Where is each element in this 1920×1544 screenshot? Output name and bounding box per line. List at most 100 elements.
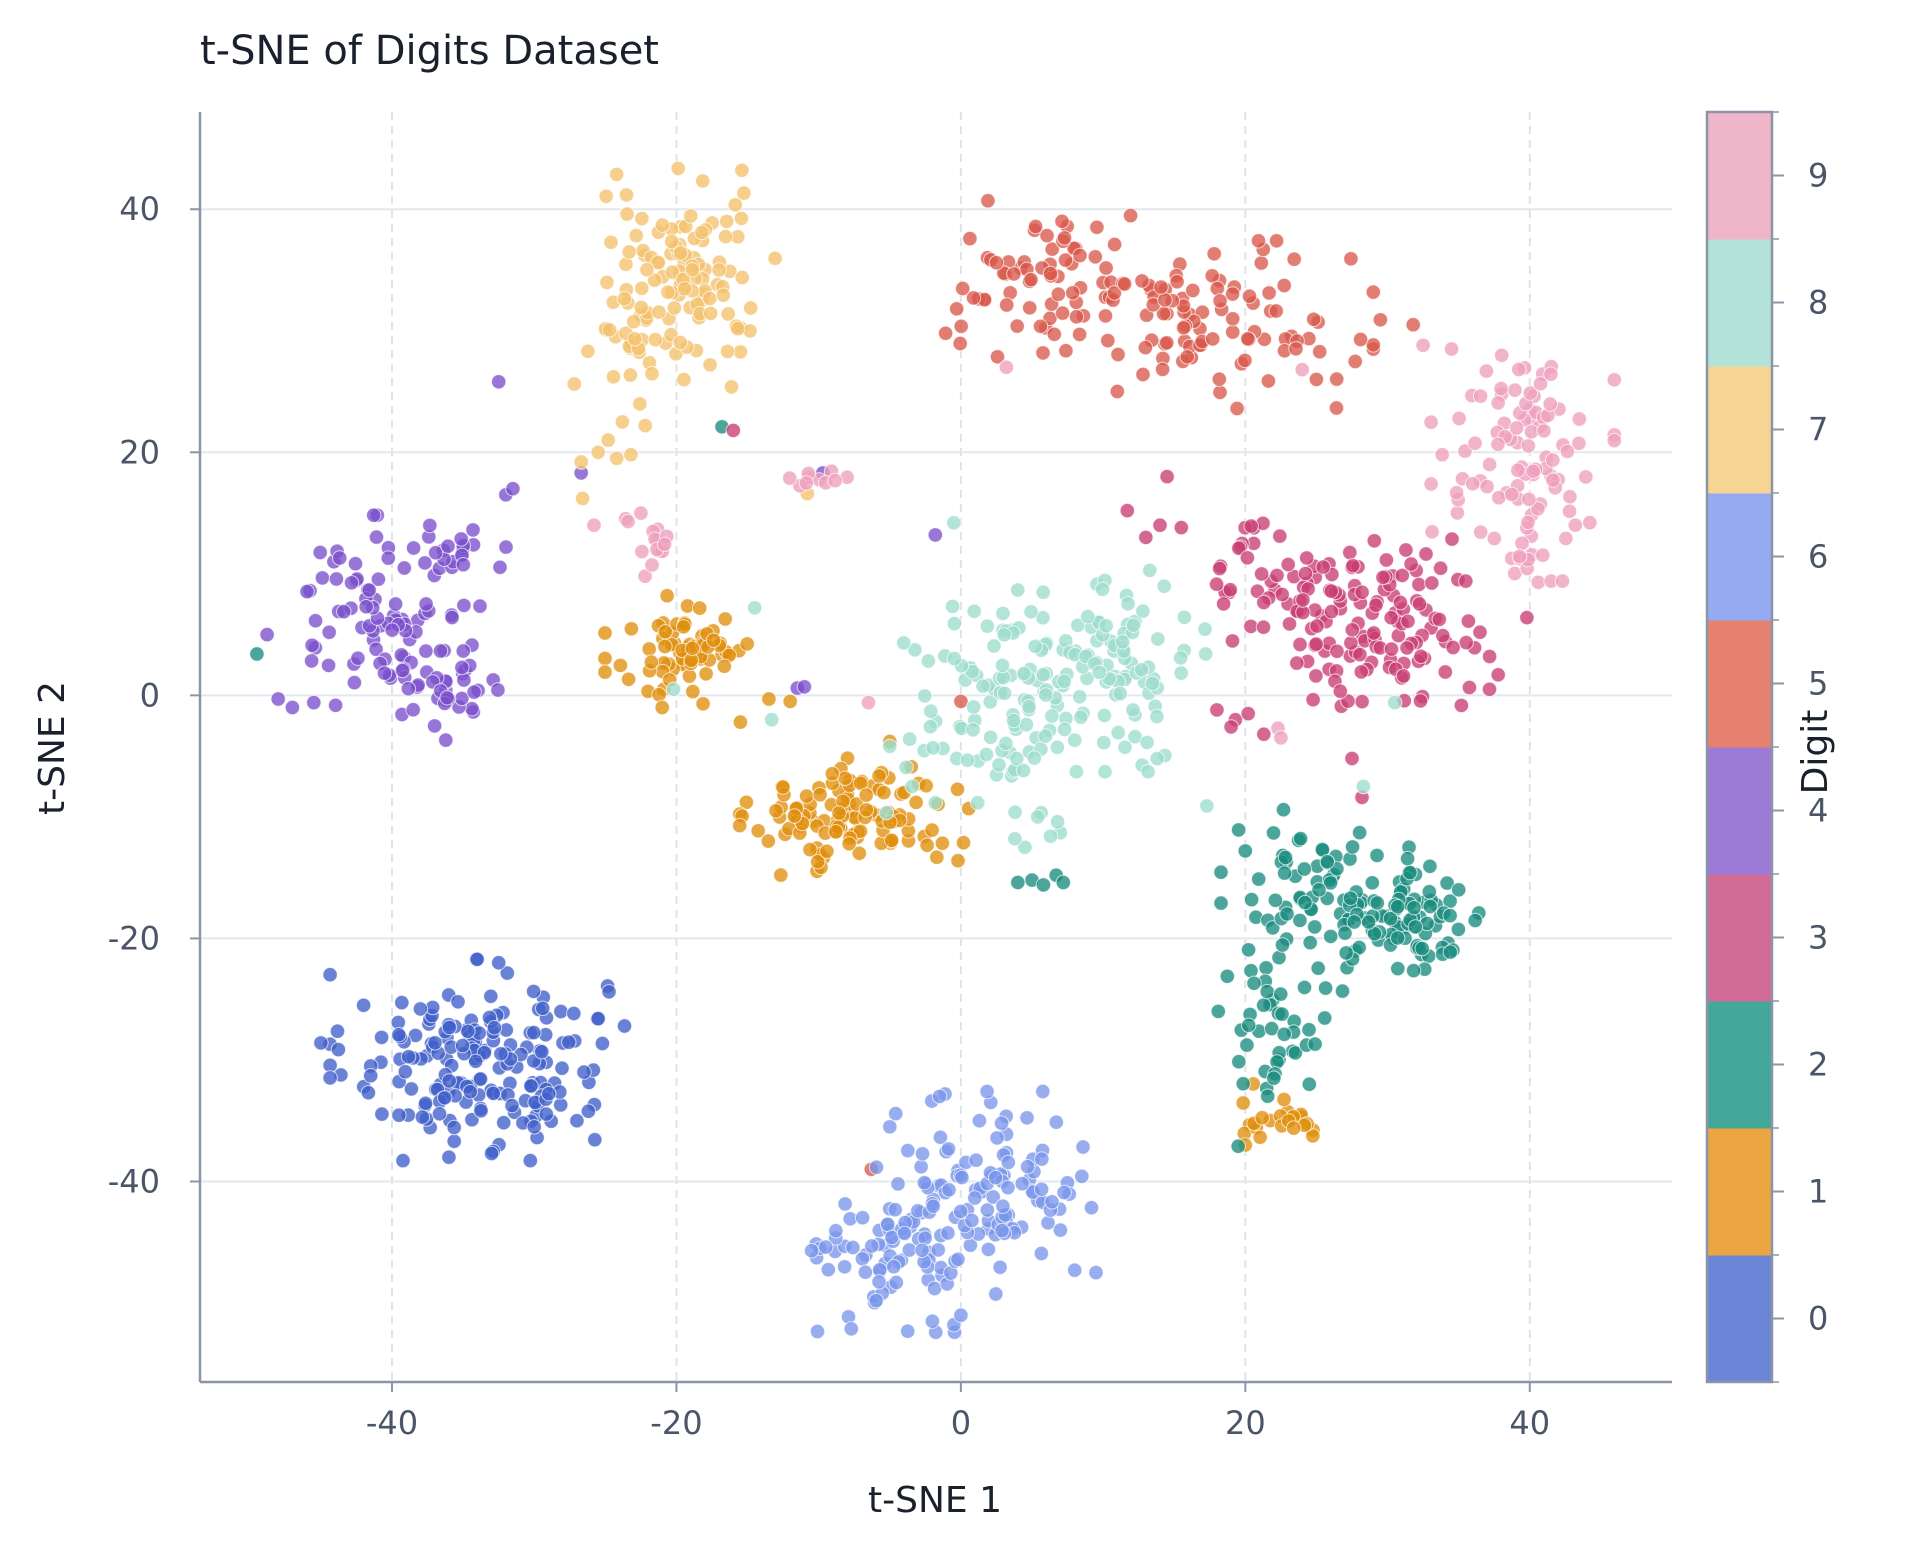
data-point xyxy=(1297,565,1314,582)
data-point xyxy=(1260,373,1277,389)
data-point xyxy=(857,1264,874,1280)
data-point xyxy=(1265,825,1282,841)
data-point xyxy=(1306,311,1322,327)
data-point xyxy=(931,1088,948,1105)
data-point xyxy=(888,1105,904,1122)
colorbar-tick-label: 4 xyxy=(1808,792,1828,830)
data-point xyxy=(888,1274,904,1291)
data-point xyxy=(809,1323,826,1340)
data-point xyxy=(1578,469,1594,485)
data-point xyxy=(1264,1020,1280,1037)
data-point xyxy=(1347,353,1363,370)
data-point xyxy=(1235,1095,1251,1111)
data-point xyxy=(950,853,966,869)
data-point xyxy=(446,1133,462,1150)
data-point xyxy=(695,696,711,712)
data-point xyxy=(1209,702,1225,718)
data-point xyxy=(580,1103,597,1119)
data-point xyxy=(620,513,636,530)
data-point xyxy=(468,1053,484,1070)
data-point xyxy=(1240,331,1256,347)
data-point xyxy=(1267,892,1284,908)
data-point xyxy=(782,470,798,486)
data-point xyxy=(1000,1179,1016,1196)
data-point xyxy=(485,1085,501,1102)
data-point xyxy=(1395,668,1412,684)
data-point xyxy=(1046,326,1063,342)
data-point xyxy=(732,714,749,730)
data-point xyxy=(460,1023,476,1040)
data-point xyxy=(1032,318,1049,334)
data-point xyxy=(1039,227,1055,244)
data-point xyxy=(1098,260,1114,276)
data-point xyxy=(1169,274,1185,290)
data-point xyxy=(396,560,412,576)
data-point xyxy=(623,447,639,463)
data-point xyxy=(924,822,940,838)
data-point xyxy=(991,757,1007,773)
data-point xyxy=(400,1049,417,1065)
data-point xyxy=(1225,324,1241,340)
data-point xyxy=(1323,583,1340,599)
data-point xyxy=(1157,292,1173,308)
data-point xyxy=(860,694,877,711)
data-point xyxy=(1543,366,1559,382)
data-point xyxy=(1319,854,1336,870)
data-point xyxy=(720,306,736,322)
data-point xyxy=(441,1073,457,1089)
data-point xyxy=(1068,309,1085,325)
data-point xyxy=(320,657,337,674)
data-point xyxy=(538,1106,554,1122)
data-point xyxy=(1399,850,1416,867)
data-point xyxy=(523,1078,539,1094)
data-point xyxy=(618,187,635,203)
data-point xyxy=(918,778,934,794)
data-point xyxy=(930,1242,946,1258)
data-point xyxy=(719,343,736,360)
data-point xyxy=(922,719,939,735)
data-point xyxy=(590,444,606,460)
data-point xyxy=(1016,665,1032,682)
data-point xyxy=(490,682,506,698)
data-point xyxy=(566,376,582,392)
data-point xyxy=(1355,778,1372,795)
data-point xyxy=(1411,576,1427,593)
data-point xyxy=(1542,396,1558,412)
data-point xyxy=(437,1090,453,1106)
data-point xyxy=(1251,871,1267,887)
data-point xyxy=(1562,489,1578,505)
colorbar-tick-label: 6 xyxy=(1808,538,1828,576)
data-point xyxy=(953,1307,969,1323)
data-point xyxy=(299,583,315,600)
data-point xyxy=(954,1169,970,1186)
data-point xyxy=(1457,443,1473,459)
data-point xyxy=(1255,997,1272,1013)
data-point xyxy=(1241,288,1258,304)
data-point xyxy=(998,735,1014,752)
data-point xyxy=(684,262,701,278)
data-point xyxy=(914,1242,930,1259)
data-point xyxy=(695,173,711,189)
series-digit-0 xyxy=(313,951,633,1169)
data-point xyxy=(878,805,895,821)
data-point xyxy=(535,1000,551,1016)
series-digit-7 xyxy=(566,160,815,507)
data-point xyxy=(1021,699,1037,715)
data-point xyxy=(1005,712,1022,729)
data-point xyxy=(1299,550,1315,566)
data-point xyxy=(684,640,700,656)
data-point xyxy=(975,678,991,694)
data-point xyxy=(1135,603,1151,619)
data-point xyxy=(982,729,999,745)
data-point xyxy=(858,802,875,818)
data-point xyxy=(1465,476,1481,492)
data-point xyxy=(417,1095,434,1112)
data-point xyxy=(1185,282,1201,299)
data-point xyxy=(358,599,374,615)
data-point xyxy=(1229,400,1245,417)
data-point xyxy=(491,374,507,390)
data-point xyxy=(526,1119,542,1135)
data-point xyxy=(1019,1159,1036,1175)
data-point xyxy=(1073,709,1089,725)
data-point xyxy=(259,626,275,643)
